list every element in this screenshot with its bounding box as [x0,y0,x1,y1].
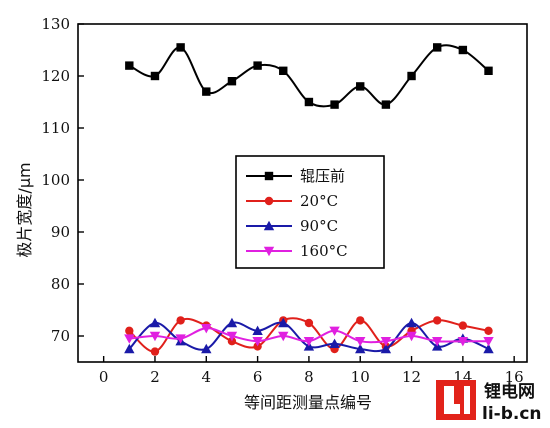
legend-label: 20°C [300,192,338,210]
data-point [433,43,442,52]
data-point [303,337,315,347]
data-point [176,316,185,325]
x-tick-label: 16 [505,368,524,386]
data-point [201,343,212,354]
series-1 [125,43,493,109]
data-point [483,343,494,354]
data-point [484,326,493,335]
legend-label: 辊压前 [300,167,345,185]
legend-swatch-marker [263,246,275,257]
data-point [253,61,262,70]
legend-swatch-marker [264,196,274,206]
data-point [433,316,442,325]
x-tick-label: 0 [99,368,109,386]
data-point [124,343,135,354]
data-point [202,87,211,96]
data-point [226,331,238,342]
legend-label: 90°C [300,217,338,235]
data-point [278,317,289,328]
x-tick-label: 12 [402,368,421,386]
data-point [149,331,161,342]
legend-item: 20°C [246,192,338,210]
data-point [175,334,186,344]
data-point [330,100,339,109]
series-4 [124,324,494,347]
data-point [252,325,263,335]
data-point [125,326,134,335]
data-point [329,338,340,348]
legend-box [235,155,385,269]
x-tick-label: 2 [150,368,160,386]
legend-label: 160°C [300,242,348,260]
watermark: 锂电网 li-b.cn [436,380,542,424]
data-point [227,77,237,86]
y-tick-label: 100 [41,171,70,189]
x-tick-label: 4 [202,368,212,386]
y-tick-label: 70 [51,327,70,345]
watermark-logo [436,380,476,420]
data-point [406,317,417,328]
legend-swatch-marker [263,220,275,231]
data-point [149,317,161,328]
x-tick-label: 8 [304,368,314,386]
data-point [150,71,160,81]
plot-frame [77,23,528,363]
legend-item: 辊压前 [246,167,345,185]
data-point [380,337,392,347]
data-point [176,43,185,52]
legend-item: 160°C [246,242,348,260]
data-point [457,337,469,347]
data-point [329,326,340,336]
x-axis-title: 等间距测量点编号 [244,393,372,412]
data-point [226,317,238,328]
x-tick-label: 6 [253,368,263,386]
series-line [128,44,490,108]
data-point [380,343,392,354]
y-tick-label: 120 [41,67,70,85]
watermark-site-url: li-b.cn [482,404,542,424]
data-point [304,318,314,328]
data-point [150,347,160,356]
data-point [278,331,289,342]
data-point [279,66,288,75]
data-point [355,337,366,347]
data-point [381,100,391,109]
data-point [125,61,134,70]
y-axis-title: 极片宽度/μm [15,162,34,257]
y-tick-label: 130 [41,15,70,33]
legend-swatch-marker [264,171,274,181]
legend-item: 90°C [246,217,338,235]
legend: 辊压前 20°C 90°C 160°C [235,155,385,269]
data-point [252,337,263,347]
data-point [458,45,468,55]
data-point [406,331,417,342]
data-point [201,324,212,334]
data-point [356,82,365,91]
y-tick-label: 90 [51,223,70,241]
data-point [356,316,365,325]
data-point [484,66,493,75]
data-point [355,343,366,354]
x-tick-label: 10 [351,368,370,386]
data-point [483,337,494,347]
watermark-site-name: 锂电网 [484,381,535,402]
data-point [432,337,443,347]
y-tick-label: 110 [41,119,70,137]
data-point [407,71,416,81]
data-point [304,97,314,107]
data-point [124,334,135,344]
data-point [458,321,468,330]
y-tick-label: 80 [51,275,70,293]
